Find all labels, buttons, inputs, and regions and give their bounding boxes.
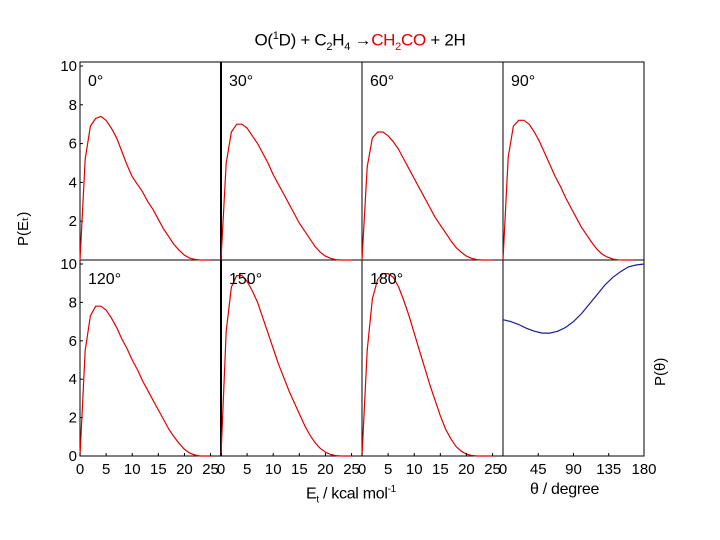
x-tick-label: 15	[291, 461, 308, 478]
y-tick-label: 4	[69, 174, 77, 191]
y-tick-label: 2	[69, 410, 77, 427]
series-line-7	[361, 273, 493, 457]
x-tick-label: 5	[243, 461, 251, 478]
y-tick-label: 10	[60, 256, 77, 273]
panel-label-5: 120°	[88, 271, 121, 288]
x-tick-label: 90	[565, 461, 582, 478]
chart-title: O(1D) + C2H4 →CH2CO + 2H	[254, 30, 466, 54]
y-tick-label: 10	[60, 58, 77, 75]
x-tick-label: 10	[124, 461, 141, 478]
x-tick-label: 15	[432, 461, 449, 478]
panel-label-3: 60°	[370, 73, 394, 90]
panel-label-6: 150°	[229, 271, 262, 288]
x-tick-label: 25	[484, 461, 501, 478]
y-tick-label: 6	[69, 136, 77, 153]
series-line-4	[502, 119, 634, 261]
y-axis-label-left: P(Eₜ)	[15, 211, 32, 246]
x-tick-label: 15	[150, 461, 167, 478]
x-tick-label: 20	[317, 461, 334, 478]
x-axis-label-energy: Et / kcal mol-1	[306, 484, 396, 506]
x-tick-label: 5	[384, 461, 392, 478]
y-tick-label: 6	[69, 333, 77, 350]
x-tick-label: 135	[596, 461, 621, 478]
x-tick-label: 0	[76, 461, 84, 478]
series-line-3	[361, 131, 493, 261]
panel-label-2: 30°	[229, 73, 253, 90]
panel-frame-7	[361, 259, 504, 457]
panel-frame-8	[502, 259, 645, 457]
panel-frame-3	[361, 61, 504, 261]
x-tick-label: 10	[406, 461, 423, 478]
panel-label-1: 0°	[88, 73, 103, 90]
x-tick-label: 5	[102, 461, 110, 478]
panel-frame-5	[79, 259, 222, 457]
series-line-2	[220, 123, 352, 261]
y-tick-label: 8	[69, 294, 77, 311]
series-line-1	[79, 115, 211, 261]
y-axis-label-right: P(θ)	[652, 357, 669, 386]
series-line-6	[220, 274, 352, 457]
x-tick-label: 25	[343, 461, 360, 478]
panel-frame-1	[79, 61, 222, 261]
y-tick-label: 4	[69, 371, 77, 388]
series-line-5	[79, 305, 211, 457]
x-tick-label: 10	[265, 461, 282, 478]
x-tick-label: 0	[499, 461, 507, 478]
x-tick-label: 0	[358, 461, 366, 478]
angular-series-line	[502, 263, 645, 334]
y-tick-label: 2	[69, 213, 77, 230]
x-tick-label: 0	[217, 461, 225, 478]
panels-group: 2 4 6 8 10 0 2 4 6 8 10 0° 30° 60° 90° 120° 150° 180° 0 45 9…	[60, 58, 656, 478]
x-tick-label: 25	[202, 461, 219, 478]
panel-frame-4	[502, 61, 645, 261]
x-tick-label: 45	[530, 461, 547, 478]
panel-label-4: 90°	[511, 73, 535, 90]
panel-frame-2	[220, 61, 363, 261]
y-tick-label: 8	[69, 97, 77, 114]
y-tick-label: 0	[69, 448, 77, 465]
panel-frame-6	[220, 259, 363, 457]
x-axis-label-angle: θ / degree	[530, 481, 600, 498]
panel-label-7: 180°	[370, 271, 403, 288]
x-tick-label: 180	[631, 461, 656, 478]
x-tick-label: 20	[458, 461, 475, 478]
x-tick-label: 20	[176, 461, 193, 478]
